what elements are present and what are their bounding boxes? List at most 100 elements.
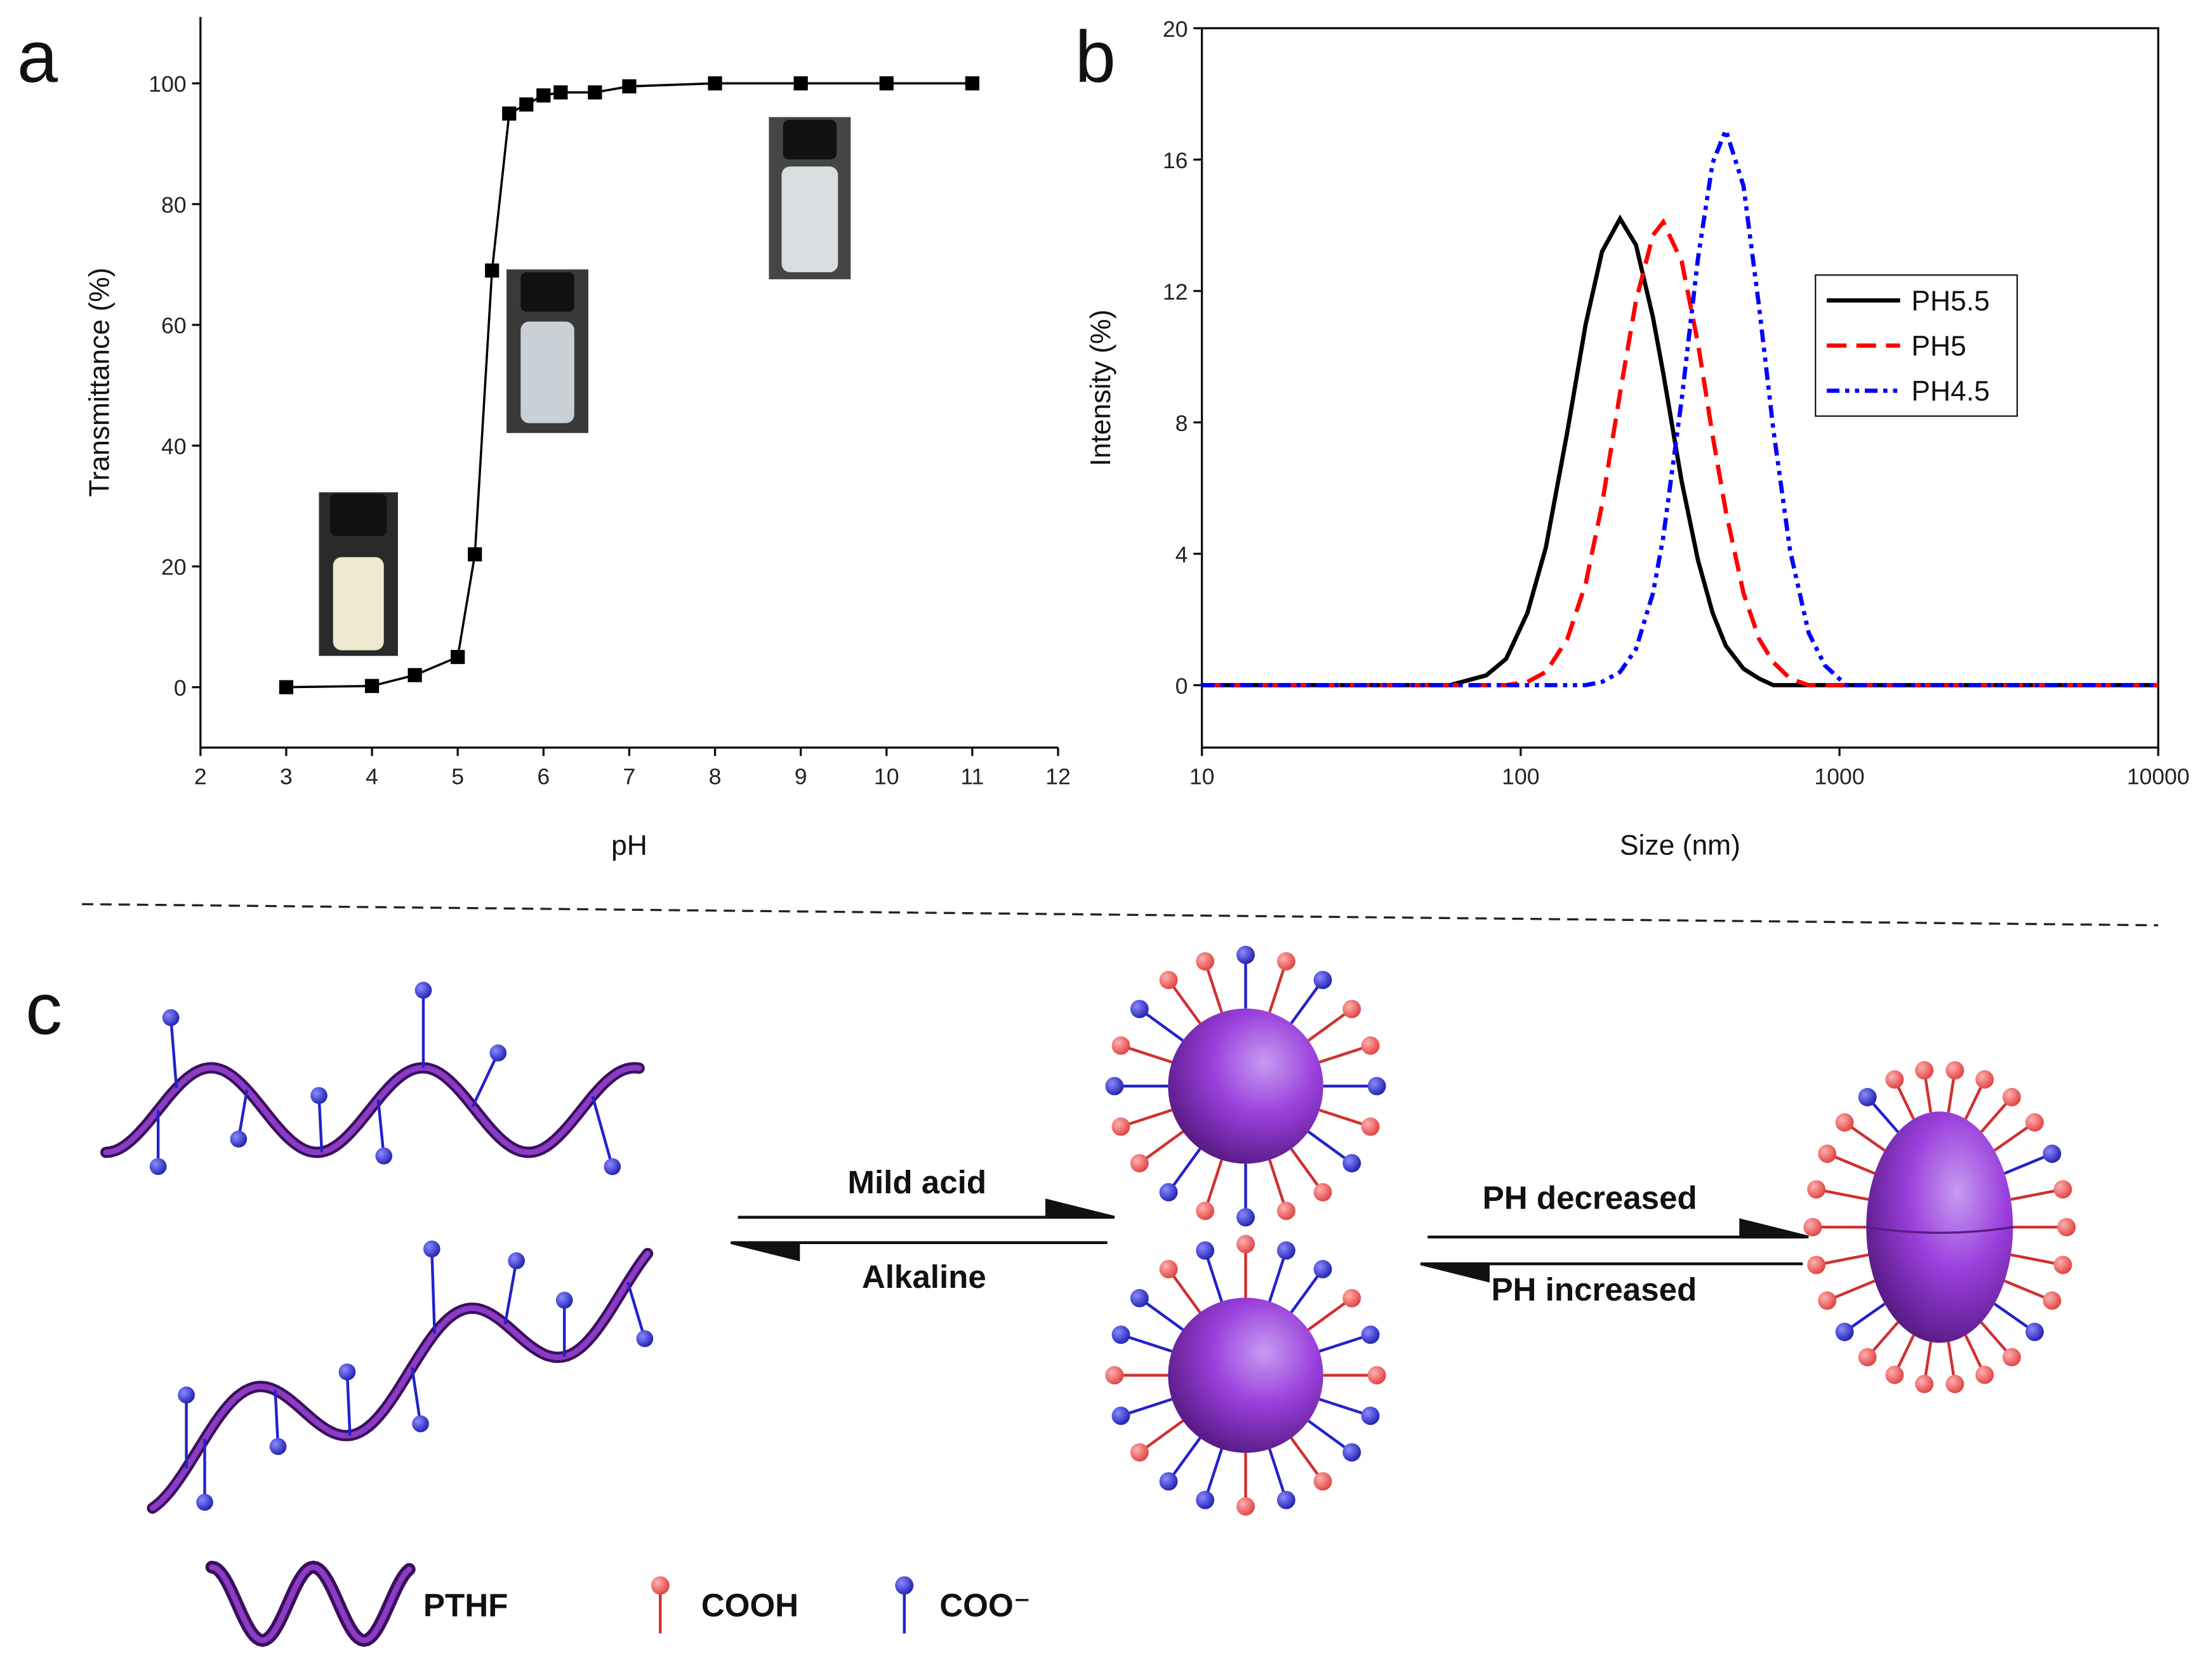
panel-label: a [17,16,58,98]
x-tick-label: 2 [194,764,207,790]
ligand-ball [1159,971,1178,990]
polymer-chain [147,1248,654,1514]
ligand-ball [1236,1235,1255,1254]
ligand-ball [2003,1088,2021,1106]
ligand-ball [2053,1180,2072,1199]
ligand-ball [1975,1070,1994,1089]
ligand-ball [1361,1325,1380,1344]
ligand-ball [1818,1144,1837,1163]
arrow-label: PH increased [1491,1271,1697,1308]
legend-ball [895,1576,914,1595]
ligand-ball [1111,1407,1130,1425]
y-tick-label: 60 [161,313,187,338]
y-tick-label: 40 [161,434,187,459]
ligand-ball [1313,1472,1332,1491]
ligand-ball [1276,1202,1295,1221]
ligand-ball [2057,1217,2076,1236]
x-tick-label: 12 [1045,764,1071,790]
pendant-ball [230,1130,248,1148]
ligand-ball [1818,1291,1837,1310]
ligand-ball [2003,1348,2021,1367]
panel-label: b [1075,16,1116,98]
ligand-ball [1130,1443,1149,1462]
data-point [965,76,979,91]
pendant-ball [149,1158,167,1176]
data-point [502,106,517,121]
ligand-ball [1945,1061,1964,1080]
pendant-ball [338,1363,356,1381]
panel-label: c [25,968,62,1050]
data-point [519,97,534,112]
pendant [591,1096,614,1167]
micelle [1168,1008,1323,1164]
pendant-ball [604,1158,621,1176]
ligand-ball [1111,1117,1130,1136]
y-tick-label: 12 [1163,279,1188,305]
ligand-ball [2043,1144,2062,1163]
ligand-ball [1236,1497,1255,1516]
ligand-ball [1159,1472,1178,1491]
ligand-ball [1367,1077,1386,1096]
pendant [626,1282,646,1339]
data-point [536,88,551,103]
ligand-ball [1342,1154,1361,1173]
x-tick-label: 3 [280,764,293,790]
pendant [471,1052,500,1108]
data-point [407,668,422,682]
x-axis-title: Size (nm) [1620,830,1740,861]
polymer-chain [103,1064,642,1156]
pendant [410,1367,422,1424]
pendant-ball [269,1438,287,1455]
x-tick-label: 5 [451,764,464,790]
data-point [485,263,500,278]
data-point [793,76,808,91]
ligand-ball [1915,1374,1934,1393]
pendant-ball [508,1252,525,1269]
x-tick-label: 1000 [1815,764,1865,790]
legend-label: PTHF [423,1587,508,1624]
ligand-ball [1196,1490,1215,1509]
legend-label: PH5.5 [1911,286,1990,317]
ligand-ball [1945,1374,1964,1393]
ligand-ball [1975,1365,1994,1384]
ligand-ball [1858,1348,1877,1367]
ligand-ball [1130,1000,1149,1019]
ligand-ball [1130,1154,1149,1173]
ligand-ball [1807,1256,1826,1275]
pendant-ball [162,1009,180,1026]
fusion-seam [1866,1226,2013,1234]
x-tick-label: 100 [1502,764,1539,790]
pendant-ball [178,1386,195,1404]
data-point [279,680,294,694]
data-point [468,547,482,562]
pendant [503,1260,518,1325]
ligand-ball [1236,1208,1255,1227]
legend-label: COO⁻ [939,1587,1030,1624]
data-point [622,79,637,94]
arrow-label: Alkaline [862,1259,986,1295]
pendant-ball [414,981,432,999]
ligand-ball [1885,1365,1904,1384]
x-tick-label: 7 [623,764,635,790]
fused-micelle [1866,1111,2013,1343]
x-tick-label: 9 [795,764,807,790]
ligand-ball [1236,946,1255,964]
ligand-ball [1858,1088,1877,1106]
pendant-ball [412,1415,429,1433]
pendant [317,1095,324,1152]
legend-chain [209,1564,413,1643]
pendant [274,1389,280,1447]
x-tick-label: 4 [366,764,378,790]
y-tick-label: 100 [149,72,186,97]
ligand-ball [1313,1183,1332,1202]
x-tick-label: 11 [960,764,984,790]
ligand-ball [1276,952,1295,971]
arrow-label: Mild acid [847,1164,986,1200]
pendant [376,1099,385,1156]
x-tick-label: 8 [709,764,722,790]
ligand-ball [2025,1113,2044,1132]
ligand-ball [1835,1322,1854,1341]
pendant-ball [555,1292,573,1309]
y-axis-title: Intensity (%) [1085,310,1116,467]
